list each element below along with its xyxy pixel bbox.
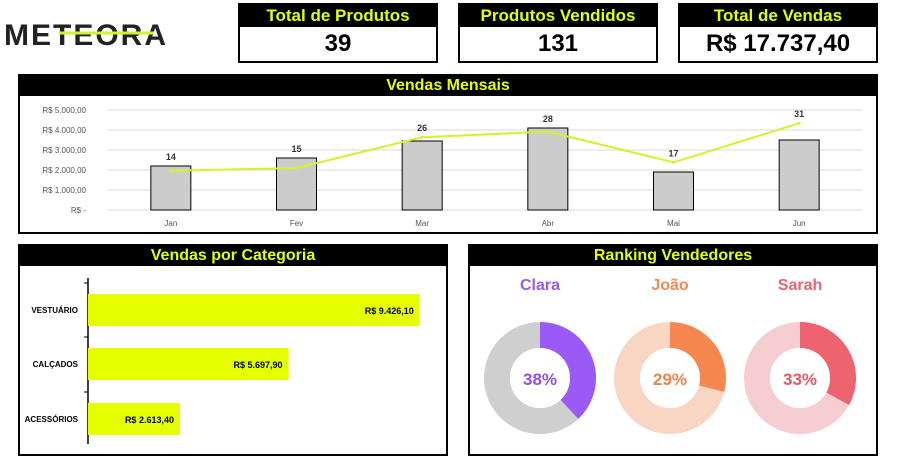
donut-hole: [770, 348, 830, 408]
category-value-label: R$ 9.426,10: [365, 306, 414, 316]
line-point: [672, 160, 675, 164]
x-tick-label: Mar: [415, 219, 429, 228]
category-chart: VESTUÁRIO R$ 9.426,10 CALÇADOS R$ 5.697,90 A…: [25, 278, 420, 444]
meteora-logo: METEORA: [4, 14, 228, 54]
donut-segment: [800, 322, 856, 405]
bar-mai: [653, 171, 694, 211]
category-label: CALÇADOS: [33, 360, 79, 369]
category-bar: [88, 403, 180, 435]
data-label: 14: [166, 152, 176, 162]
series-line: [170, 122, 800, 172]
y-tick-label: R$ -: [71, 206, 86, 215]
kpi-title: Total de Vendas: [680, 5, 876, 27]
y-tick-label: R$ 1.000,00: [42, 186, 86, 195]
bar-fev: [276, 157, 317, 211]
donut-percent-label: 33%: [783, 370, 817, 389]
ranking-title: Ranking Vendedores: [470, 246, 876, 266]
category-label: VESTUÁRIO: [31, 306, 78, 315]
seller-name: Clara: [520, 277, 560, 294]
x-tick-label: Jan: [164, 219, 177, 228]
kpi-value: R$ 17.737,40: [705, 30, 851, 57]
line-point: [797, 121, 801, 125]
data-label: 17: [668, 148, 678, 158]
donut-percent-label: 29%: [653, 370, 687, 389]
kpi-total-vendas: Total de Vendas R$ 17.737,40: [678, 3, 878, 63]
donut-percent-label: 38%: [523, 370, 557, 389]
category-label: ACESSÓRIOS: [25, 415, 79, 424]
monthly-sales-panel: Vendas Mensais R$ - R$ 1.000,00 R$ 2.000,0…: [18, 74, 878, 234]
kpi-value: 131: [537, 30, 579, 57]
x-tick-label: Fev: [290, 219, 303, 228]
x-tick-label: Jun: [793, 219, 806, 228]
line-point: [169, 169, 173, 173]
data-label: 26: [417, 123, 427, 133]
y-tick-label: R$ 2.000,00: [42, 166, 86, 175]
donut-segment: [540, 322, 596, 419]
category-bar: [88, 348, 289, 380]
line-point: [420, 135, 424, 139]
kpi-title: Total de Produtos: [240, 5, 436, 27]
kpi-title: Produtos Vendidos: [460, 5, 656, 27]
monthly-sales-title: Vendas Mensais: [20, 76, 876, 96]
category-value-label: R$ 2.613,40: [125, 415, 174, 425]
kpi-total-produtos: Total de Produtos 39: [238, 3, 438, 63]
kpi-value: 39: [324, 30, 352, 57]
donut-hole: [640, 348, 700, 408]
donut-hole: [510, 348, 570, 408]
line-point: [295, 166, 298, 170]
data-label: 15: [291, 144, 301, 154]
data-label: 28: [543, 114, 553, 124]
kpi-produtos-vendidos: Produtos Vendidos 131: [458, 3, 658, 63]
line-point: [546, 130, 550, 134]
donut-segment: [670, 322, 726, 392]
category-panel: Vendas por Categoria VESTUÁRIO R$ 9.426,1…: [18, 244, 448, 456]
bar-jan: [150, 165, 192, 211]
x-tick-label: Abr: [542, 219, 555, 228]
ranking-panel: Ranking Vendedores Clara 38% João 29% Sarah 3…: [468, 244, 878, 456]
seller-name: João: [651, 277, 689, 294]
data-label: 31: [794, 109, 804, 119]
category-value-label: R$ 5.697,90: [234, 360, 283, 370]
logo-svg: METEORA: [4, 19, 168, 52]
category-bar: [88, 294, 420, 326]
monthly-sales-chart: R$ - R$ 1.000,00 R$ 2.000,00 R$ 3.000,00 R$ …: [42, 106, 862, 228]
x-tick-label: Mai: [667, 219, 680, 228]
seller-name: Sarah: [778, 277, 822, 294]
ranking-chart: Clara 38% João 29% Sarah 33%: [484, 277, 856, 434]
y-tick-label: R$ 5.000,00: [42, 106, 86, 115]
bar-mar: [401, 140, 443, 211]
y-tick-label: R$ 4.000,00: [42, 126, 86, 135]
category-title: Vendas por Categoria: [20, 246, 446, 266]
logo-text: METEORA: [4, 19, 168, 52]
bar-abr: [527, 127, 569, 211]
y-tick-label: R$ 3.000,00: [42, 146, 86, 155]
bar-jun: [778, 139, 820, 211]
